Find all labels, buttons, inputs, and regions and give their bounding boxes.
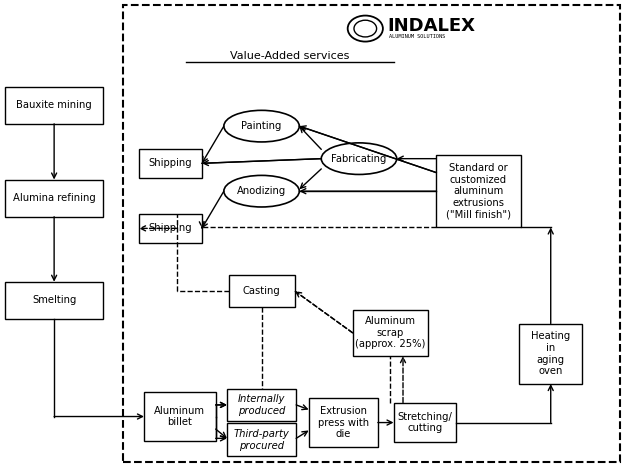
Text: Heating
in
aging
oven: Heating in aging oven [531, 331, 570, 376]
Text: Fabricating: Fabricating [331, 154, 387, 164]
Text: Internally
produced: Internally produced [238, 394, 285, 416]
Text: Aluminum
billet: Aluminum billet [154, 406, 205, 427]
FancyBboxPatch shape [6, 179, 103, 217]
Text: Painting: Painting [241, 121, 282, 131]
Text: Extrusion
press with
die: Extrusion press with die [318, 406, 369, 439]
Ellipse shape [321, 143, 397, 174]
FancyBboxPatch shape [6, 87, 103, 124]
Text: INDALEX: INDALEX [387, 17, 475, 35]
Text: Alumina refining: Alumina refining [13, 193, 96, 203]
FancyBboxPatch shape [519, 323, 582, 384]
FancyBboxPatch shape [139, 214, 202, 243]
Text: Casting: Casting [243, 286, 280, 296]
FancyBboxPatch shape [144, 392, 216, 441]
FancyBboxPatch shape [394, 403, 457, 442]
FancyBboxPatch shape [436, 155, 521, 227]
Circle shape [354, 20, 377, 37]
FancyBboxPatch shape [6, 282, 103, 319]
FancyBboxPatch shape [139, 149, 202, 178]
Text: Stretching/
cutting: Stretching/ cutting [398, 412, 452, 433]
FancyBboxPatch shape [309, 398, 378, 447]
FancyBboxPatch shape [227, 389, 296, 421]
Text: Shipping: Shipping [149, 158, 192, 168]
Text: Value-Added services: Value-Added services [230, 51, 350, 61]
Text: Smelting: Smelting [32, 295, 76, 305]
Ellipse shape [224, 175, 299, 207]
FancyBboxPatch shape [227, 424, 296, 456]
FancyBboxPatch shape [353, 310, 428, 356]
Text: Bauxite mining: Bauxite mining [16, 100, 92, 110]
Text: Third-party
procured: Third-party procured [234, 429, 289, 451]
Text: Standard or
customized
aluminum
extrusions
("Mill finish"): Standard or customized aluminum extrusio… [446, 163, 511, 219]
Text: ALUMINUM SOLUTIONS: ALUMINUM SOLUTIONS [389, 34, 445, 39]
Text: Anodizing: Anodizing [237, 186, 286, 196]
Ellipse shape [224, 110, 299, 142]
Text: Aluminum
scrap
(approx. 25%): Aluminum scrap (approx. 25%) [355, 316, 426, 350]
Circle shape [348, 15, 383, 41]
Text: Shipping: Shipping [149, 223, 192, 233]
FancyBboxPatch shape [229, 275, 295, 307]
